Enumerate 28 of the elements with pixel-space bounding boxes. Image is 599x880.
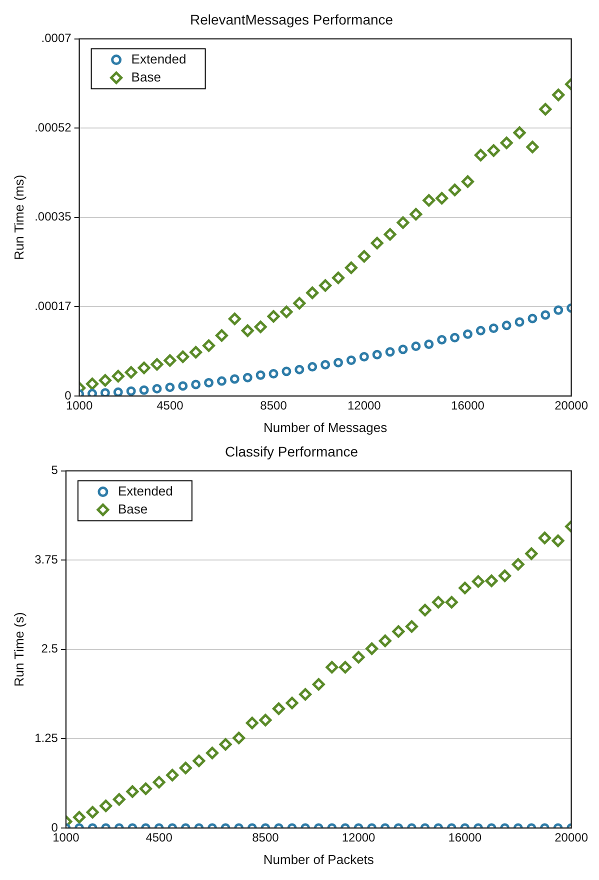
x-tick-label: 20000	[554, 398, 588, 413]
y-tick-label: .00035	[34, 210, 72, 224]
y-tick-label: .00052	[34, 120, 72, 134]
x-tick-label: 8500	[260, 398, 288, 413]
legend-label: Extended	[131, 51, 186, 66]
x-tick-label: 4500	[156, 398, 184, 413]
x-axis-title: Number of Packets	[263, 852, 374, 867]
x-tick-label: 16000	[448, 830, 482, 845]
y-tick-label: 2.5	[41, 642, 58, 656]
legend-label: Base	[118, 501, 148, 516]
x-tick-label: 12000	[342, 830, 376, 845]
y-tick-label: .0007	[41, 31, 72, 46]
legend-label: Base	[131, 69, 161, 84]
x-axis-title: Number of Messages	[264, 420, 388, 435]
y-axis-title: Run Time (ms)	[11, 174, 26, 260]
y-tick-label: 3.75	[34, 552, 58, 566]
chart-title: Classify Performance	[224, 443, 358, 460]
y-axis-title: Run Time (s)	[11, 612, 26, 687]
chart-title: RelevantMessages Performance	[190, 11, 394, 28]
y-tick-label: 1.25	[34, 731, 58, 746]
y-tick-label: 5	[51, 463, 58, 478]
legend-label: Extended	[118, 483, 173, 498]
x-tick-label: 16000	[451, 398, 485, 413]
x-tick-label: 20000	[554, 830, 588, 845]
x-tick-label: 8500	[252, 830, 280, 845]
x-tick-label: 12000	[347, 398, 382, 413]
x-tick-label: 4500	[146, 830, 173, 845]
y-tick-label: .00017	[34, 299, 72, 314]
